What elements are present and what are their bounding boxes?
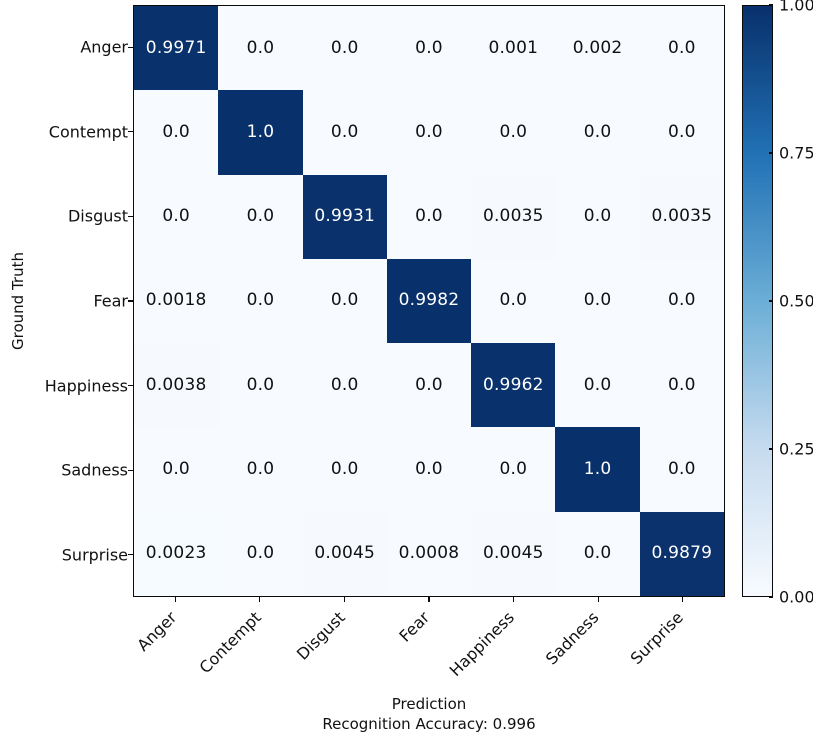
x-axis-label: Prediction <box>391 695 467 713</box>
x-tick-mark <box>428 597 430 602</box>
matrix-cell: 0.0 <box>386 427 472 512</box>
matrix-cell: 1.0 <box>218 90 303 175</box>
matrix-cell: 0.9962 <box>471 343 556 428</box>
y-tick-label: Anger <box>80 37 128 57</box>
matrix-cell: 0.0035 <box>639 174 724 259</box>
matrix-cell: 0.0018 <box>134 258 219 344</box>
matrix-cell: 0.0 <box>218 511 303 596</box>
matrix-cell: 0.0 <box>386 174 472 259</box>
matrix-cell: 0.0 <box>471 258 556 344</box>
matrix-cell: 0.9931 <box>302 174 387 259</box>
colorbar-tick-label: 0.50 <box>779 291 813 311</box>
matrix-cell: 0.0 <box>555 511 640 596</box>
matrix-cell: 0.0 <box>639 427 724 512</box>
y-tick-mark <box>128 384 133 387</box>
matrix-cell: 0.9879 <box>639 511 724 596</box>
colorbar-tick-label: 0.00 <box>779 587 813 607</box>
matrix-cell: 0.0 <box>471 90 556 175</box>
matrix-cell: 0.0 <box>555 258 640 344</box>
heatmap-plot: 0.9971 0.0 0.0 0.0 0.001 0.002 0.0 0.0 1.0 0.0 0.0… <box>133 5 725 597</box>
matrix-cell: 0.0035 <box>471 174 556 259</box>
matrix-cell: 0.0 <box>218 6 303 91</box>
x-tick-label: Fear <box>395 607 434 646</box>
matrix-cell: 0.002 <box>555 6 640 91</box>
x-tick-label: Contempt <box>195 607 265 678</box>
matrix-cell: 0.0 <box>639 90 724 175</box>
y-tick-mark <box>128 469 133 471</box>
x-tick-mark <box>343 597 346 602</box>
matrix-cell: 0.0 <box>134 174 219 259</box>
accuracy-caption: Recognition Accuracy: 0.996 <box>322 715 536 733</box>
matrix-cell: 0.0038 <box>134 343 219 428</box>
y-tick-label: Surprise <box>61 545 128 565</box>
matrix-cell: 0.0 <box>218 258 303 344</box>
matrix-cell: 0.001 <box>471 6 556 91</box>
matrix-cell: 0.0 <box>555 90 640 175</box>
y-tick-mark <box>128 554 133 556</box>
x-tick-mark <box>512 597 515 602</box>
matrix-cell: 0.0 <box>386 343 472 428</box>
y-tick-mark <box>128 300 133 302</box>
y-tick-label: Sadness <box>61 460 128 480</box>
colorbar-tick-label: 1.00 <box>779 0 813 15</box>
matrix-cell: 0.0 <box>302 6 387 91</box>
matrix-cell: 0.0 <box>639 343 724 428</box>
colorbar-tick-mark <box>769 4 773 6</box>
matrix-cell: 0.0 <box>134 427 219 512</box>
matrix-cell: 1.0 <box>555 427 640 512</box>
matrix-cell: 0.0 <box>302 258 387 344</box>
y-tick-label: Disgust <box>67 206 128 226</box>
matrix-cell: 0.9982 <box>386 258 472 344</box>
matrix-cell: 0.0 <box>218 174 303 259</box>
matrix-cell: 0.9971 <box>134 6 219 91</box>
y-tick-mark <box>128 131 133 133</box>
colorbar-tick-mark <box>769 596 773 598</box>
matrix-cell: 0.0 <box>386 90 472 175</box>
matrix-cell: 0.0 <box>302 427 387 512</box>
matrix-cell: 0.0 <box>302 90 387 175</box>
colorbar-tick-label: 0.75 <box>779 143 813 163</box>
matrix-cell: 0.0 <box>555 343 640 428</box>
matrix-cell: 0.0 <box>218 427 303 512</box>
y-tick-label: Contempt <box>48 122 128 142</box>
x-tick-label: Sadness <box>542 607 603 669</box>
x-tick-label: Surprise <box>627 607 688 669</box>
x-tick-mark <box>259 597 261 602</box>
colorbar-tick-mark <box>769 300 773 302</box>
colorbar <box>742 5 773 597</box>
matrix-cell: 0.0 <box>471 427 556 512</box>
matrix-cell: 0.0 <box>639 6 724 91</box>
matrix-cell: 0.0023 <box>134 511 219 596</box>
matrix-cell: 0.0 <box>218 343 303 428</box>
matrix-cell: 0.0 <box>386 6 472 91</box>
y-tick-mark <box>128 215 133 218</box>
matrix-cell: 0.0008 <box>386 511 472 596</box>
y-tick-label: Happiness <box>44 376 128 396</box>
matrix-cell: 0.0045 <box>302 511 387 596</box>
y-tick-mark <box>128 46 133 48</box>
matrix-cell: 0.0 <box>555 174 640 259</box>
colorbar-tick-label: 0.25 <box>779 439 813 459</box>
x-tick-label: Disgust <box>293 607 350 664</box>
colorbar-tick-mark <box>769 448 773 450</box>
x-tick-mark <box>174 597 176 602</box>
y-tick-label: Fear <box>93 291 128 311</box>
x-tick-mark <box>682 597 684 602</box>
x-tick-label: Anger <box>132 607 181 655</box>
colorbar-tick-mark <box>769 152 773 154</box>
x-tick-label: Happiness <box>445 607 519 681</box>
matrix-cell: 0.0 <box>134 90 219 175</box>
matrix-cell: 0.0045 <box>471 511 556 596</box>
x-tick-mark <box>597 597 599 602</box>
matrix-cell: 0.0 <box>639 258 724 344</box>
matrix-cell: 0.0 <box>302 343 387 428</box>
